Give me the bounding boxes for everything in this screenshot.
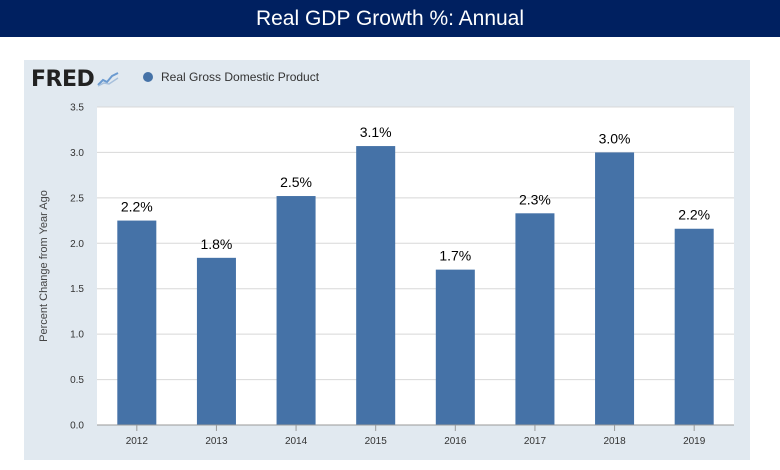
x-tick-label-2013: 2013 — [205, 436, 228, 447]
x-tick-label-2018: 2018 — [603, 436, 626, 447]
x-tick-label-2015: 2015 — [365, 436, 388, 447]
bar-2019[interactable] — [674, 228, 714, 425]
plot-area — [97, 107, 734, 425]
bar-2014[interactable] — [276, 196, 316, 425]
bar-2015[interactable] — [356, 146, 396, 425]
bars — [117, 146, 714, 425]
x-tick-label-2012: 2012 — [126, 436, 149, 447]
bar-2012[interactable] — [117, 220, 157, 425]
x-ticks: 2012 2013 2014 2015 2016 2017 2018 2019 — [126, 425, 706, 447]
data-label-2018: 3.0% — [599, 130, 631, 146]
fred-logo-text: FRED — [31, 66, 95, 92]
data-label-2013: 1.8% — [200, 236, 232, 252]
y-ticks: 0.0 0.5 1.0 1.5 2.0 2.5 3.0 3.5 — [70, 103, 84, 432]
y-tick-label: 2.0 — [70, 239, 84, 250]
legend-marker — [143, 72, 153, 82]
bar-2016[interactable] — [435, 269, 475, 425]
x-tick-label-2016: 2016 — [444, 436, 467, 447]
fred-logo: FRED — [31, 66, 120, 92]
data-label-2016: 1.7% — [439, 248, 471, 264]
data-label-2019: 2.2% — [678, 207, 710, 223]
data-label-2014: 2.5% — [280, 174, 312, 190]
x-tick-label-2019: 2019 — [683, 436, 706, 447]
chart-legend[interactable]: Real Gross Domestic Product — [143, 70, 319, 84]
legend-label: Real Gross Domestic Product — [161, 70, 320, 84]
y-tick-label: 0.5 — [70, 375, 84, 386]
y-tick-label: 3.0 — [70, 148, 84, 159]
bar-2013[interactable] — [196, 257, 236, 425]
bar-2018[interactable] — [595, 152, 635, 425]
y-tick-label: 3.5 — [70, 103, 84, 114]
y-tick-label: 2.5 — [70, 193, 84, 204]
bar-2017[interactable] — [515, 213, 555, 425]
data-label-2012: 2.2% — [121, 199, 153, 215]
x-tick-label-2017: 2017 — [524, 436, 547, 447]
data-label-2017: 2.3% — [519, 191, 551, 207]
data-labels: 2.2% 1.8% 2.5% 3.1% 1.7% 2.3% 3.0% 2.2% — [121, 124, 710, 264]
page-title: Real GDP Growth %: Annual — [0, 0, 780, 37]
y-tick-label: 1.5 — [70, 284, 84, 295]
data-label-2015: 3.1% — [360, 124, 392, 140]
y-tick-label: 0.0 — [70, 421, 84, 432]
y-tick-label: 1.0 — [70, 330, 84, 341]
x-tick-label-2014: 2014 — [285, 436, 308, 447]
fred-graph-icon — [97, 71, 120, 87]
